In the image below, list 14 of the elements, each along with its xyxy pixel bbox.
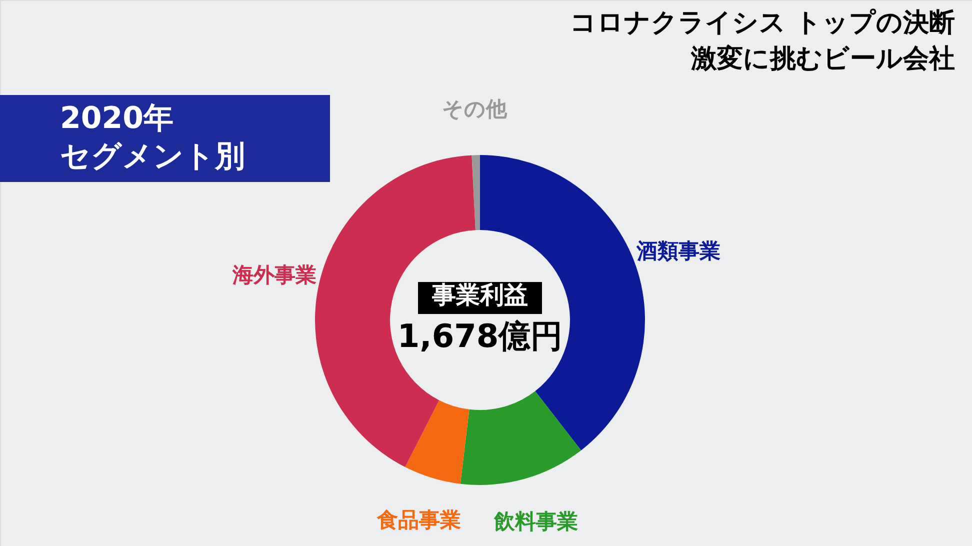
slice-label: その他 [442,97,508,122]
slice-label: 食品事業 [376,508,461,532]
donut-slice [472,155,480,230]
donut-slice [405,400,470,484]
text: 1,678億円 [397,317,563,355]
text: 激変に挑むビール会社 [690,44,955,74]
donut-slice [460,391,582,485]
slice-label: 酒類事業 [636,238,721,263]
text: 事業利益 [431,281,528,309]
slice-label: 飲料事業 [493,509,578,534]
chart-subtitle: コロナクライシス トップの決断 [570,8,955,38]
text: セグメント別 [60,139,245,174]
text: 2020年 [60,101,174,136]
slice-label: 海外事業 [232,263,317,288]
